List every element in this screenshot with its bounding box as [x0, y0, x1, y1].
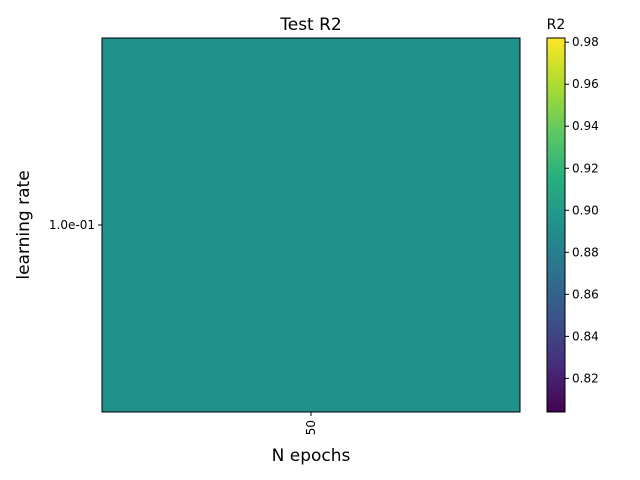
chart-title: Test R2 — [279, 15, 342, 35]
colorbar-title: R2 — [547, 17, 566, 33]
colorbar-tick-label: 0.98 — [572, 35, 599, 49]
colorbar-tick-label: 0.90 — [572, 203, 599, 217]
y-axis-label: learning rate — [14, 170, 34, 279]
heatmap-cell — [102, 38, 520, 412]
x-ticks: 50 — [304, 412, 318, 435]
colorbar-tick-label: 0.86 — [572, 287, 599, 301]
y-ticks: 1.0e-01 — [49, 218, 102, 232]
colorbar-tick-label: 0.82 — [572, 371, 599, 385]
colorbar-tick-label: 0.84 — [572, 329, 599, 343]
colorbar — [546, 37, 566, 413]
colorbar-tick-label: 0.94 — [572, 119, 599, 133]
y-tick-label: 1.0e-01 — [49, 218, 95, 232]
colorbar-tick-label: 0.92 — [572, 161, 599, 175]
x-axis-label: N epochs — [272, 446, 351, 466]
colorbar-ticks: 0.82 0.84 0.86 0.88 0.90 0.92 0.94 0.96 0.98 — [565, 35, 599, 385]
colorbar-tick-label: 0.96 — [572, 77, 599, 91]
heatmap-cells — [102, 38, 520, 412]
colorbar-tick-label: 0.88 — [572, 245, 599, 259]
x-tick-label: 50 — [304, 420, 318, 435]
